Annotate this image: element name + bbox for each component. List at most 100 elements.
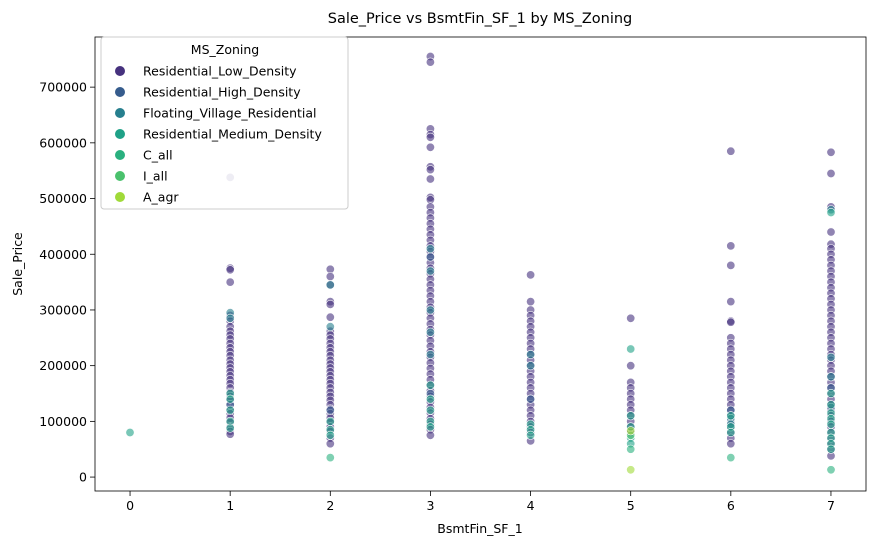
- data-point: [826, 227, 836, 237]
- y-axis: 0 100000 200000 300000 400000 500000 600000 700…: [39, 80, 95, 485]
- data-point: [425, 57, 435, 67]
- data-point: [425, 132, 435, 142]
- data-point: [726, 241, 736, 251]
- data-point: [225, 313, 235, 323]
- data-point: [526, 361, 536, 371]
- x-tick-label: 5: [627, 498, 635, 513]
- y-tick-label: 200000: [39, 358, 87, 373]
- legend-marker: [115, 192, 125, 202]
- data-point: [425, 174, 435, 184]
- data-point: [826, 372, 836, 382]
- data-point: [425, 244, 435, 254]
- legend-marker: [115, 171, 125, 181]
- legend-label: I_all: [143, 169, 168, 184]
- data-point: [425, 405, 435, 415]
- data-point: [325, 280, 335, 290]
- data-point: [526, 349, 536, 359]
- legend-marker: [115, 150, 125, 160]
- data-point: [425, 252, 435, 262]
- data-point: [325, 416, 335, 426]
- data-point: [425, 349, 435, 359]
- data-point: [325, 271, 335, 281]
- data-point: [425, 327, 435, 337]
- data-point: [325, 322, 335, 332]
- data-point: [626, 426, 636, 436]
- data-point: [526, 430, 536, 440]
- chart-title: Sale_Price vs BsmtFin_SF_1 by MS_Zoning: [328, 11, 633, 27]
- data-point: [626, 313, 636, 323]
- legend-label: Residential_High_Density: [143, 85, 301, 100]
- data-point: [425, 380, 435, 390]
- data-point: [626, 465, 636, 475]
- data-point: [425, 305, 435, 315]
- y-tick-label: 0: [79, 470, 87, 485]
- plot-frame: [94, 36, 867, 492]
- y-tick-label: 600000: [39, 135, 87, 150]
- legend-box: [100, 36, 349, 210]
- legend-label: Residential_Low_Density: [143, 64, 297, 79]
- data-point: [826, 419, 836, 429]
- data-point: [325, 430, 335, 440]
- points-layer: [125, 51, 836, 475]
- legend-label: Residential_Medium_Density: [143, 127, 322, 142]
- y-tick-label: 400000: [39, 247, 87, 262]
- x-axis: 0 1 2 3 4 5 6 7: [126, 491, 835, 513]
- data-point: [526, 270, 536, 280]
- data-point: [626, 444, 636, 454]
- data-point: [826, 169, 836, 179]
- data-point: [526, 394, 536, 404]
- data-point: [726, 453, 736, 463]
- data-point: [726, 146, 736, 156]
- data-point: [826, 465, 836, 475]
- x-tick-label: 1: [226, 498, 234, 513]
- x-axis-label: BsmtFin_SF_1: [437, 521, 522, 536]
- data-point: [726, 260, 736, 270]
- y-tick-label: 100000: [39, 414, 87, 429]
- data-point: [826, 444, 836, 454]
- y-tick-label: 700000: [39, 80, 87, 95]
- data-point: [826, 352, 836, 362]
- data-point: [225, 394, 235, 404]
- legend-label: A_agr: [143, 190, 179, 205]
- legend-marker: [115, 66, 125, 76]
- legend-marker: [115, 129, 125, 139]
- data-point: [626, 344, 636, 354]
- legend-marker: [115, 87, 125, 97]
- data-point: [325, 299, 335, 309]
- data-point: [325, 453, 335, 463]
- data-point: [626, 361, 636, 371]
- legend: MS_Zoning Residential_Low_DensityResiden…: [100, 36, 349, 210]
- data-point: [826, 208, 836, 218]
- data-point: [726, 297, 736, 307]
- data-point: [526, 297, 536, 307]
- data-point: [425, 266, 435, 276]
- legend-items: Residential_Low_Density Residential_High_…: [115, 64, 322, 205]
- data-point: [325, 405, 335, 415]
- data-point: [225, 405, 235, 415]
- data-point: [826, 400, 836, 410]
- data-point: [425, 422, 435, 432]
- data-point: [726, 427, 736, 437]
- x-tick-label: 4: [527, 498, 535, 513]
- legend-label: C_all: [143, 148, 173, 163]
- data-point: [425, 165, 435, 175]
- data-point: [425, 430, 435, 440]
- x-tick-label: 3: [426, 498, 434, 513]
- data-point: [726, 439, 736, 449]
- x-tick-label: 0: [126, 498, 134, 513]
- data-point: [726, 317, 736, 327]
- x-tick-label: 6: [727, 498, 735, 513]
- y-tick-label: 300000: [39, 302, 87, 317]
- data-point: [726, 411, 736, 421]
- legend-label: Floating_Village_Residential: [143, 106, 317, 121]
- data-point: [826, 147, 836, 157]
- data-point: [225, 423, 235, 433]
- data-point: [225, 277, 235, 287]
- data-point: [626, 411, 636, 421]
- x-tick-label: 2: [326, 498, 334, 513]
- data-point: [826, 388, 836, 398]
- y-tick-label: 500000: [39, 191, 87, 206]
- y-axis-label: Sale_Price: [10, 232, 25, 296]
- legend-marker: [115, 108, 125, 118]
